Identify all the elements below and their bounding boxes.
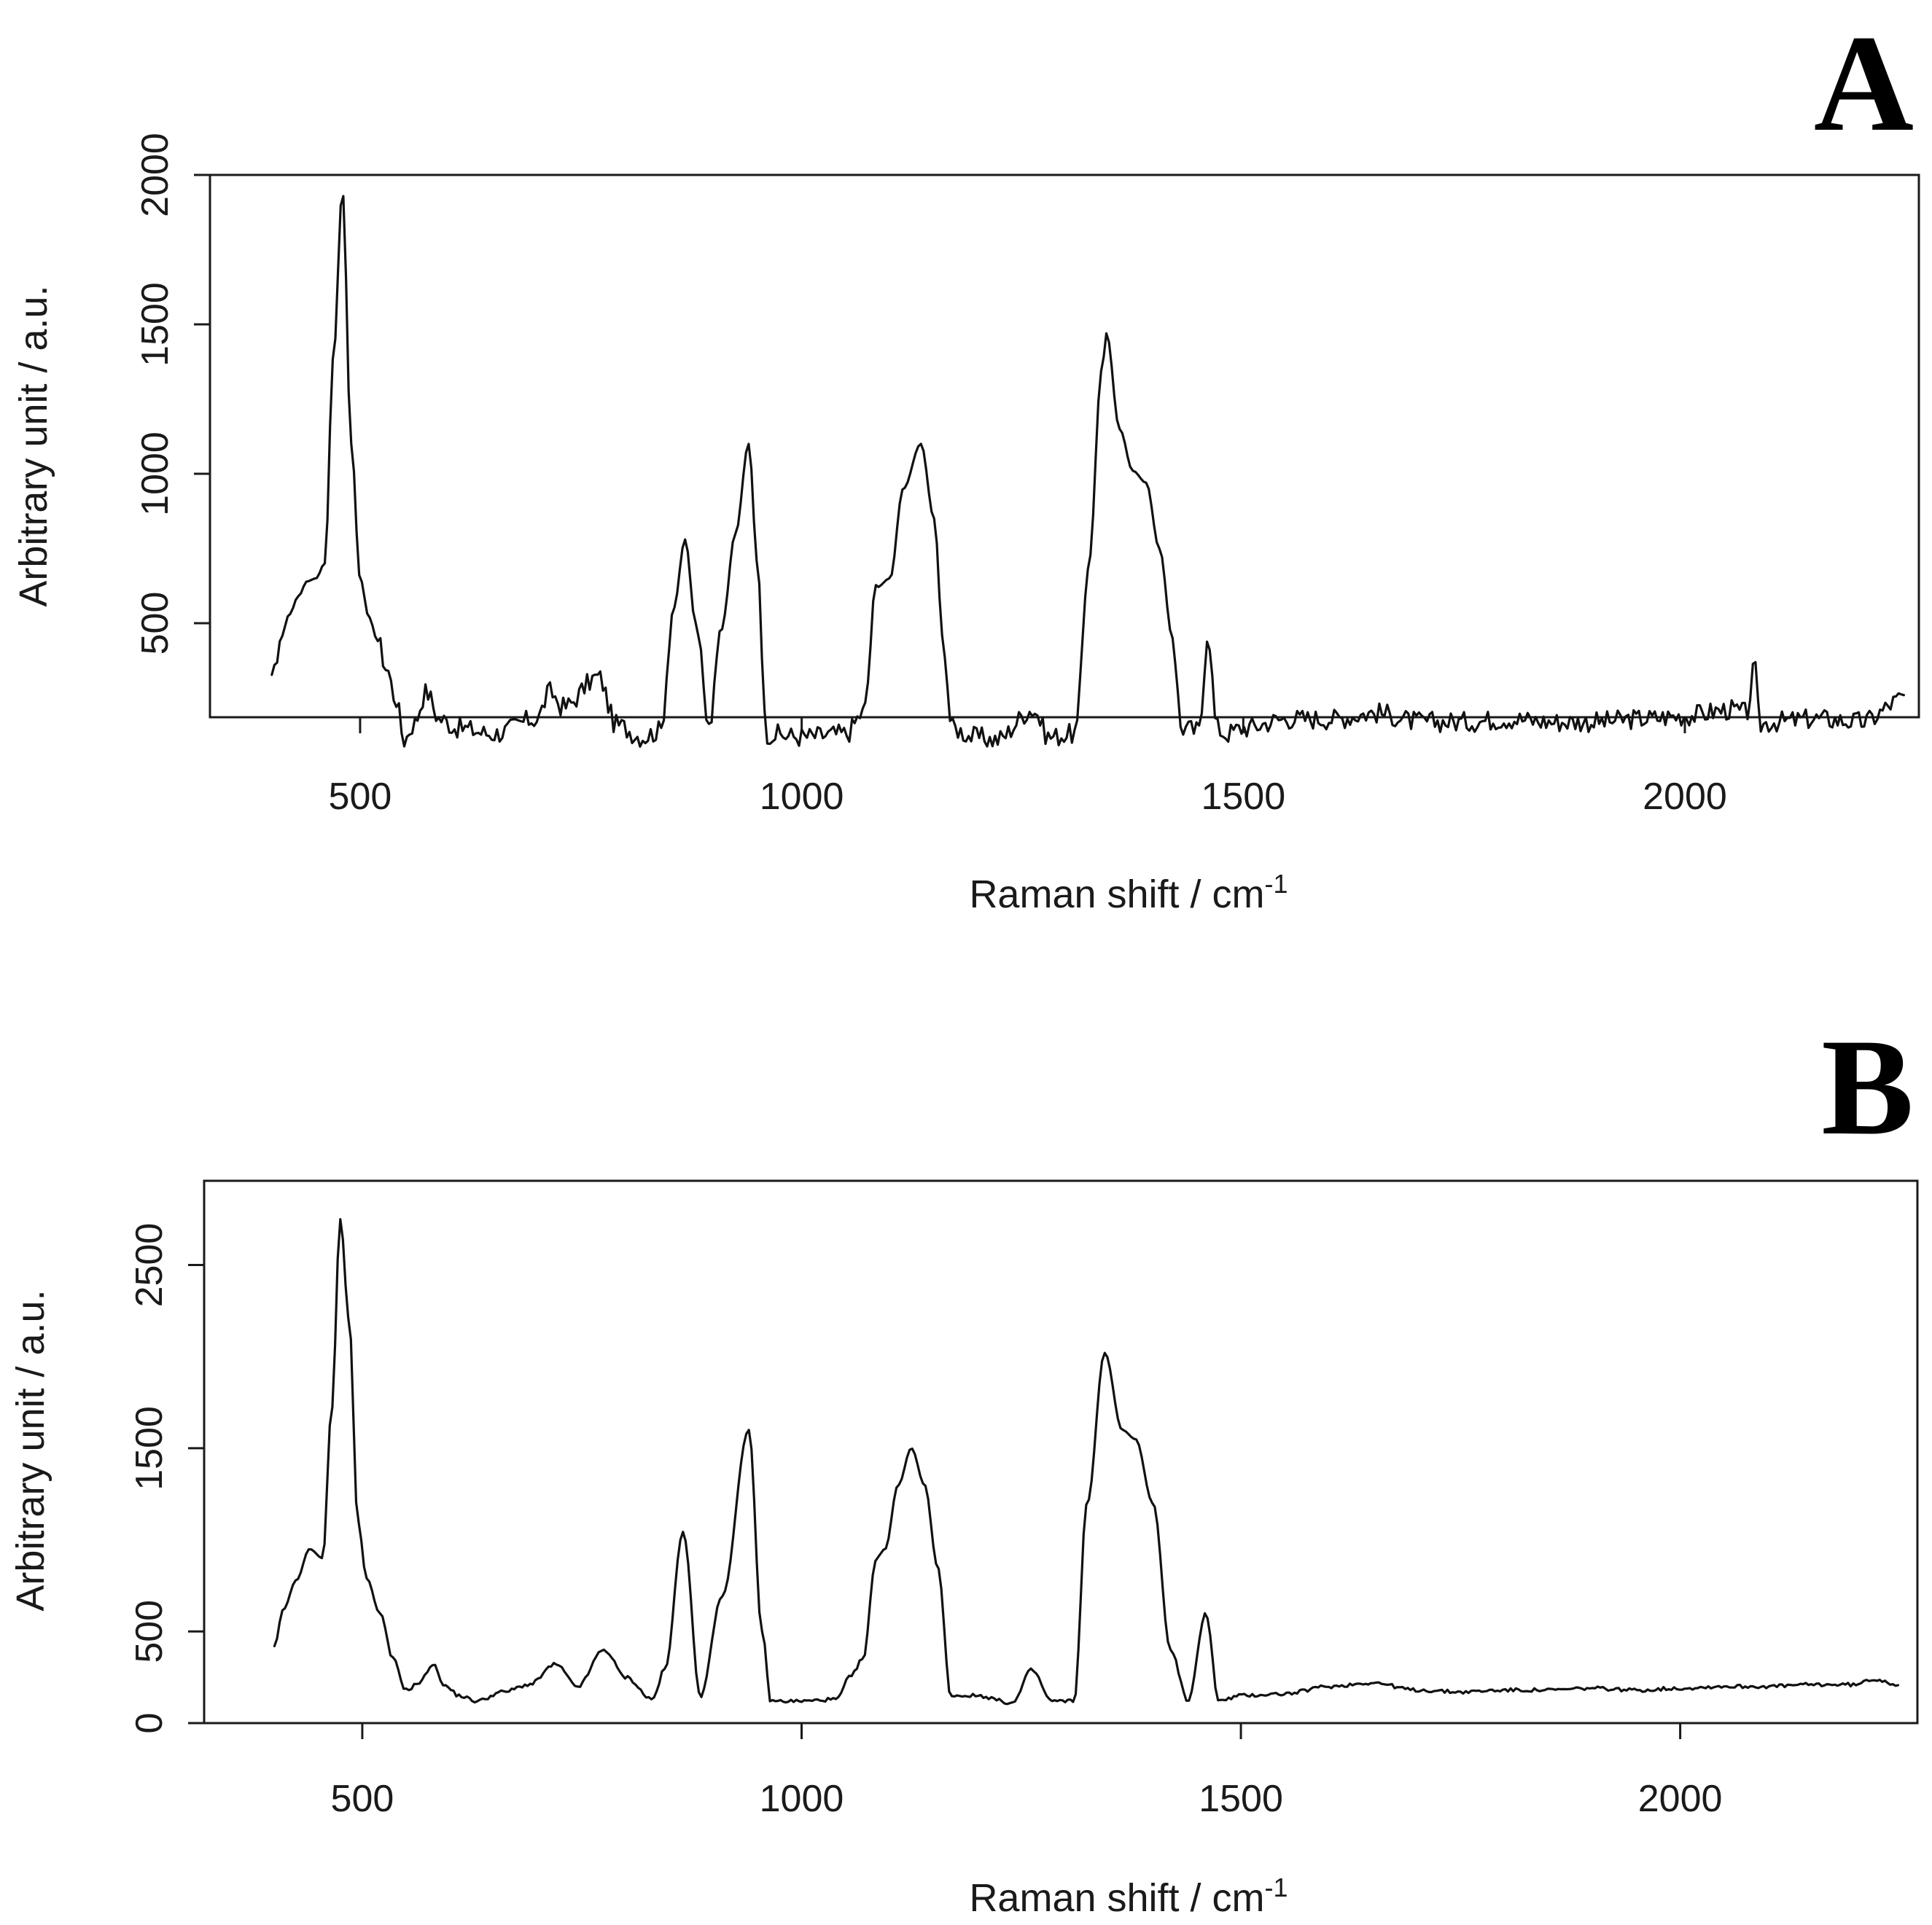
panel-a-label: A [1814, 7, 1914, 160]
panel-b-plot-frame [203, 1179, 1919, 1725]
panel-b-x-tick-label: 2000 [1638, 1778, 1723, 1820]
panel-b-y-tick-label: 1500 [128, 1406, 171, 1491]
panel-a-x-axis-title: Raman shift / cm-1 [969, 869, 1288, 916]
panel-b-x-axis-title: Raman shift / cm-1 [969, 1873, 1288, 1920]
panel-a-x-tick-label: 2000 [1643, 776, 1727, 818]
panel-a-spectrum-line [270, 195, 1905, 748]
panel-b-x-tick-label: 1500 [1199, 1778, 1283, 1820]
panel-a-y-axis-title: Arbitrary unit / a.u. [12, 285, 55, 606]
panel-a-x-ticks: 500 1000 1500 2000 [329, 717, 1727, 818]
panel-b-x-tick-label: 1000 [760, 1778, 844, 1820]
panel-a-y-tick-label: 500 [134, 592, 176, 655]
panel-a-y-tick-label: 2000 [134, 133, 176, 217]
panel-a-y-tick-label: 1000 [134, 432, 176, 516]
panel-a-plot-frame [209, 173, 1920, 719]
panel-b-label: B [1821, 1011, 1914, 1164]
panel-a-x-tick-label: 1000 [760, 776, 844, 818]
panel-a-y-tick-label: 1500 [134, 282, 176, 367]
panel-a-x-tick-label: 1500 [1201, 776, 1285, 818]
panel-a-x-axis-title-main: Raman shift / cm [969, 872, 1264, 916]
panel-a-y-ticks: 500 1000 1500 2000 [134, 133, 210, 655]
panel-b-y-tick-label: 500 [128, 1600, 171, 1663]
panel-b-x-tick-label: 500 [331, 1778, 394, 1820]
panel-b-spectrum-line [273, 1218, 1900, 1706]
panel-b-y-tick-label: 0 [128, 1713, 171, 1734]
panel-b-y-tick-label: 2500 [128, 1223, 171, 1308]
panel-b-y-axis-title: Arbitrary unit / a.u. [9, 1289, 52, 1611]
panel-b-chart: B 500 1000 1500 2000 0 500 1500 2500 Arbitrary… [9, 1011, 1919, 1920]
panel-a-chart: A 500 1000 1500 2000 500 1000 1500 2000 Arbitr… [12, 7, 1920, 916]
panel-a-x-tick-label: 500 [329, 776, 392, 818]
panel-b-x-axis-title-main: Raman shift / cm [969, 1876, 1264, 1920]
panel-b-x-ticks: 500 1000 1500 2000 [331, 1723, 1723, 1820]
panel-a-x-axis-title-exponent: -1 [1265, 869, 1288, 899]
panel-b-y-ticks: 0 500 1500 2500 [128, 1223, 204, 1734]
panel-b-x-axis-title-exponent: -1 [1265, 1873, 1288, 1902]
